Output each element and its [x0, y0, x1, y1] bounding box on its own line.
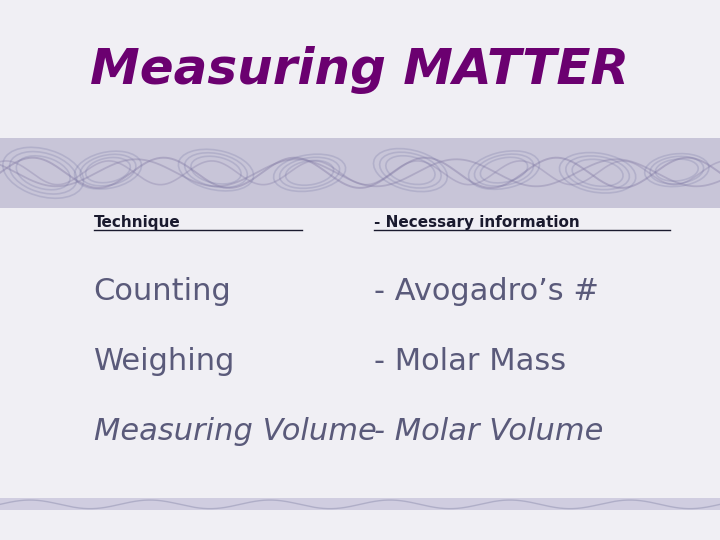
FancyBboxPatch shape [0, 498, 720, 510]
Text: Counting: Counting [94, 277, 231, 306]
Text: Measuring Volume: Measuring Volume [94, 417, 377, 447]
Text: - Molar Mass: - Molar Mass [374, 347, 567, 376]
Text: Measuring MATTER: Measuring MATTER [91, 46, 629, 94]
Text: - Necessary information: - Necessary information [374, 214, 580, 230]
Text: - Molar Volume: - Molar Volume [374, 417, 604, 447]
Text: - Avogadro’s #: - Avogadro’s # [374, 277, 600, 306]
Text: Weighing: Weighing [94, 347, 235, 376]
Text: Technique: Technique [94, 214, 180, 230]
FancyBboxPatch shape [0, 138, 720, 208]
